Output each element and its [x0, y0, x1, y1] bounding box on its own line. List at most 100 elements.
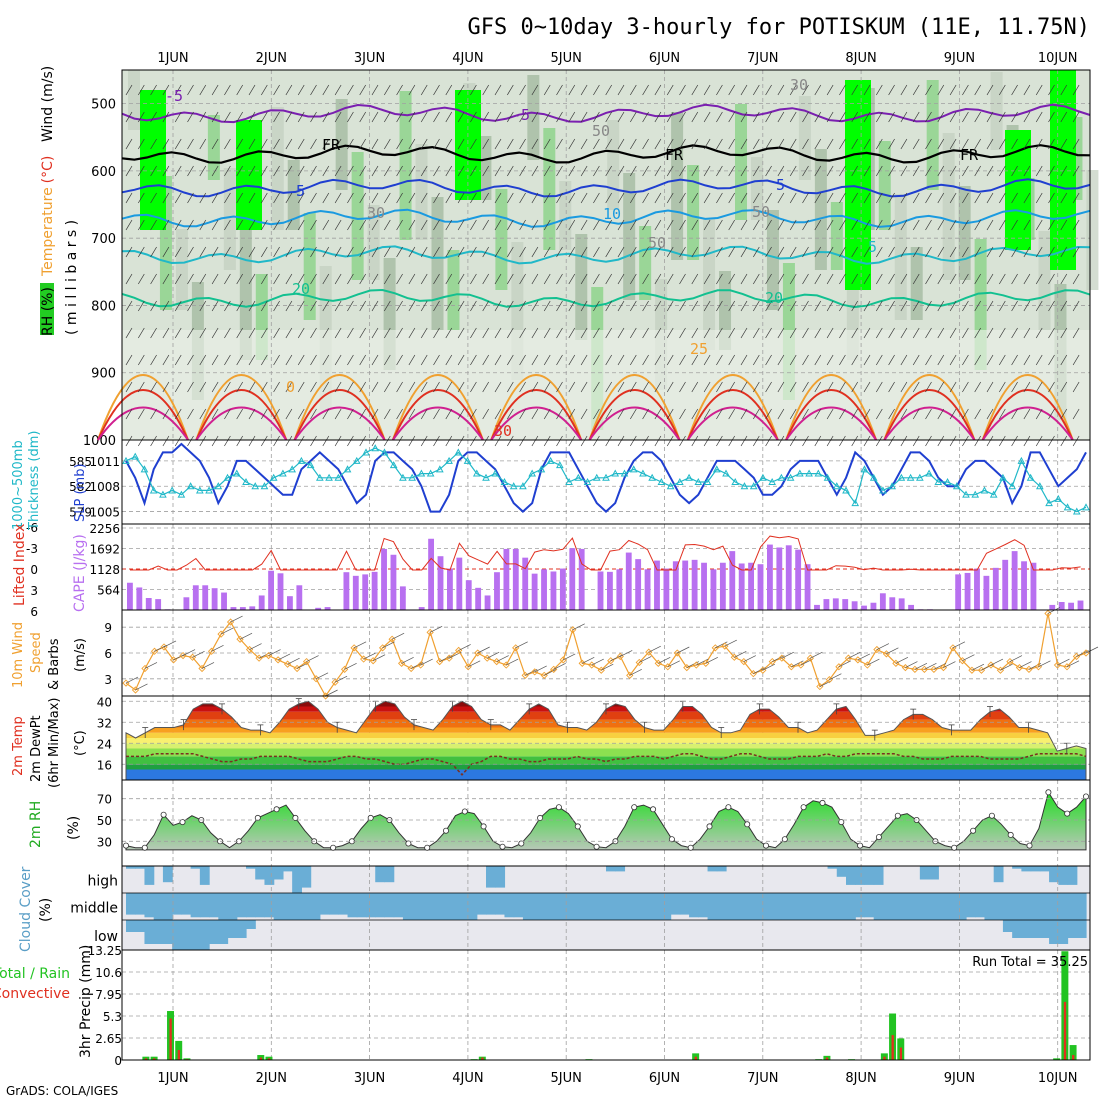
cloud-bar-middle: [282, 893, 293, 920]
wind-speed-point: [825, 676, 834, 684]
cloud-bar-low: [199, 920, 210, 950]
cloud-bar-middle: [393, 893, 404, 918]
wind-barb: [543, 84, 551, 96]
cape-bar: [239, 607, 246, 610]
wind-barb: [322, 381, 330, 393]
wind-barb: [457, 408, 465, 420]
cloud-bar-middle: [1039, 893, 1050, 920]
wind-barb: [506, 111, 514, 123]
wind-barb: [310, 300, 317, 312]
y-tick-label: 6: [30, 605, 38, 619]
wind-barb: [334, 273, 342, 285]
thickness-point: [316, 473, 324, 481]
wind-barb: [580, 381, 588, 393]
precip-ylabel: 3hr Precip (mm): [78, 945, 94, 1058]
wind-barb: [396, 219, 403, 231]
wind-barb: [344, 663, 357, 670]
cloud-level-label: high: [87, 874, 118, 890]
wind-barb: [593, 435, 600, 447]
wind-barb: [420, 327, 428, 339]
wind-barb: [396, 192, 403, 204]
cape-bar: [635, 559, 642, 610]
wind-barb: [962, 165, 969, 177]
rh-shade: [575, 234, 588, 340]
wind-barb: [211, 219, 219, 231]
wind-barb: [482, 84, 490, 96]
wind-barb: [543, 165, 551, 177]
cloud-bar-middle: [1076, 893, 1087, 920]
wind-barb: [482, 165, 490, 177]
wind-barb: [1066, 660, 1080, 668]
wind-barb: [580, 111, 588, 123]
cloud-bar-middle: [430, 893, 441, 920]
rh-point: [367, 814, 374, 821]
cape-bar: [418, 607, 425, 610]
wind-barb: [974, 408, 982, 420]
wind-barb: [666, 84, 674, 96]
thickness-point: [823, 473, 832, 481]
wind-barb: [679, 327, 686, 339]
wind-speed-point: [417, 661, 425, 669]
wind-speed-point: [759, 666, 767, 674]
thickness-point: [362, 448, 370, 456]
wind-barb: [494, 435, 502, 447]
wind-barb: [740, 111, 748, 123]
lifted-index-line: [130, 535, 1081, 571]
wind-barb: [875, 327, 883, 339]
wind-barb: [998, 435, 1006, 447]
wind-speed-point: [312, 675, 320, 683]
isotherm-line: [121, 208, 1091, 228]
wind-barb: [187, 219, 194, 231]
wind-barb: [839, 354, 846, 366]
wind-barb: [716, 327, 723, 339]
wind-barb: [359, 435, 367, 447]
thickness-point: [1036, 482, 1044, 490]
x-tick-label: 2JUN: [256, 1071, 287, 1086]
wind-speed-point: [987, 661, 995, 669]
wind-speed-point: [787, 663, 795, 671]
wind-barb: [740, 435, 748, 447]
temp-label-2: 2m DewPt: [29, 715, 44, 782]
wind-barb: [962, 84, 969, 96]
warm-contour: [686, 374, 779, 441]
cloud-bar-middle: [236, 893, 247, 918]
wind-barb: [912, 300, 920, 312]
wind-barb: [605, 435, 613, 447]
thickness-point: [500, 477, 509, 485]
wind-barb: [974, 192, 982, 204]
wind-barb: [519, 381, 526, 393]
wind-barb: [593, 300, 600, 312]
wind-barb: [952, 641, 966, 649]
precip-conv-bar: [891, 1035, 894, 1060]
wind-barb: [457, 84, 465, 96]
wind-barb: [433, 381, 440, 393]
wind-barb: [654, 435, 662, 447]
wind-barb: [814, 165, 822, 177]
wind-barb: [310, 246, 317, 258]
wind-barb: [457, 273, 465, 285]
wind-barb: [1048, 138, 1055, 150]
cape-bar: [682, 560, 689, 610]
wind-barb: [658, 657, 671, 664]
wind-barb: [371, 246, 379, 258]
wind-barb: [863, 111, 871, 123]
x-tick-label: 3JUN: [354, 51, 385, 66]
wind-barb: [789, 435, 797, 447]
wind-barb: [728, 192, 736, 204]
thickness-point: [1072, 507, 1081, 515]
wind-barb: [863, 273, 871, 285]
wind-barb: [1023, 165, 1031, 177]
cloud-bar-middle: [910, 893, 921, 920]
wind-barb: [236, 327, 244, 339]
thickness-point: [814, 469, 823, 477]
wind-barb: [802, 408, 809, 420]
wind-barb: [371, 111, 379, 123]
thickness-point: [491, 469, 500, 477]
wind-barb: [487, 651, 500, 659]
wind-barb: [347, 246, 354, 258]
wind-barb: [285, 408, 293, 420]
wind-speed-point: [911, 665, 919, 673]
x-tick-label: 10JUN: [1038, 1071, 1078, 1086]
wind-barb: [937, 273, 945, 285]
cloud-bar-middle: [504, 893, 515, 918]
